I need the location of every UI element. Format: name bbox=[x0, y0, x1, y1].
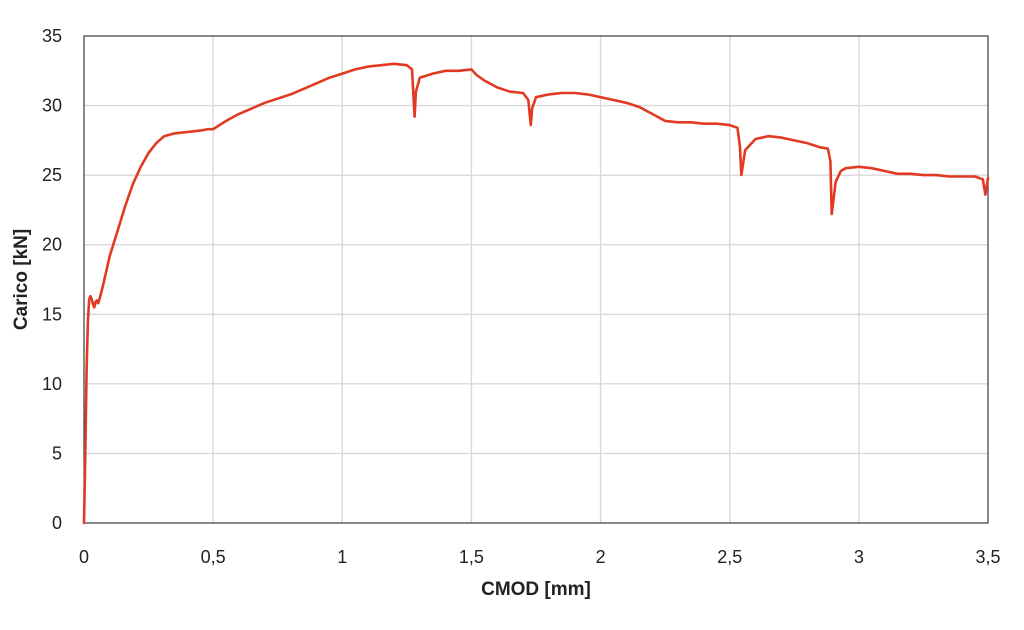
y-gridlines bbox=[84, 104, 988, 455]
y-tick-label: 20 bbox=[42, 235, 62, 255]
x-tick-labels: 0 0,5 1 1,5 2 2,5 3 3,5 bbox=[79, 547, 1001, 567]
x-tick-label: 2,5 bbox=[717, 547, 742, 567]
y-tick-labels: 0 5 10 15 20 25 30 35 bbox=[42, 26, 62, 533]
x-tick-label: 1,5 bbox=[459, 547, 484, 567]
x-tick-label: 0,5 bbox=[201, 547, 226, 567]
y-tick-label: 15 bbox=[42, 304, 62, 324]
x-tick-label: 3 bbox=[854, 547, 864, 567]
x-tick-label: 2 bbox=[596, 547, 606, 567]
x-tick-label: 0 bbox=[79, 547, 89, 567]
y-tick-label: 35 bbox=[42, 26, 62, 46]
y-tick-label: 25 bbox=[42, 165, 62, 185]
x-gridlines bbox=[212, 36, 860, 523]
y-tick-label: 0 bbox=[52, 513, 62, 533]
x-tick-label: 3,5 bbox=[975, 547, 1000, 567]
y-axis-title: Carico [kN] bbox=[11, 229, 32, 330]
series-line bbox=[82, 62, 990, 525]
x-axis-title: CMOD [mm] bbox=[481, 579, 591, 600]
y-tick-label: 10 bbox=[42, 374, 62, 394]
y-tick-label: 5 bbox=[52, 443, 62, 463]
y-tick-label: 30 bbox=[42, 96, 62, 116]
plot-area-frame bbox=[83, 35, 989, 524]
x-tick-label: 1 bbox=[337, 547, 347, 567]
